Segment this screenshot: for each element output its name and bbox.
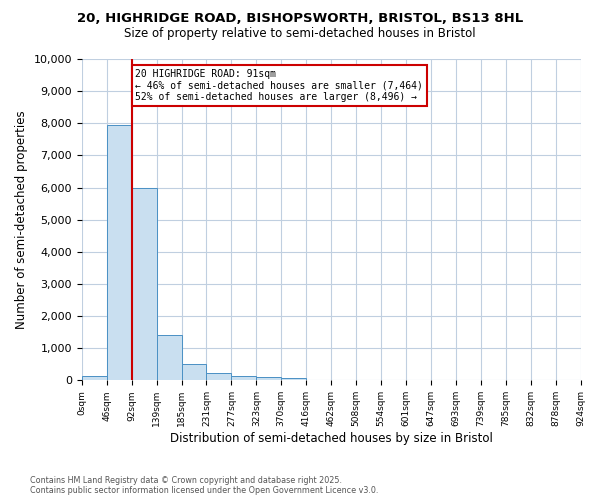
Bar	[131, 188, 157, 380]
Text: 20 HIGHRIDGE ROAD: 91sqm
← 46% of semi-detached houses are smaller (7,464)
52% o: 20 HIGHRIDGE ROAD: 91sqm ← 46% of semi-d…	[136, 68, 423, 102]
Bar	[281, 378, 306, 380]
Bar	[182, 364, 206, 380]
X-axis label: Distribution of semi-detached houses by size in Bristol: Distribution of semi-detached houses by …	[170, 432, 493, 445]
Bar	[206, 373, 232, 380]
Bar	[107, 125, 131, 380]
Y-axis label: Number of semi-detached properties: Number of semi-detached properties	[15, 110, 28, 329]
Bar	[232, 376, 256, 380]
Text: Contains HM Land Registry data © Crown copyright and database right 2025.
Contai: Contains HM Land Registry data © Crown c…	[30, 476, 379, 495]
Text: Size of property relative to semi-detached houses in Bristol: Size of property relative to semi-detach…	[124, 28, 476, 40]
Bar	[82, 376, 107, 380]
Bar	[256, 377, 281, 380]
Bar	[157, 336, 182, 380]
Text: 20, HIGHRIDGE ROAD, BISHOPSWORTH, BRISTOL, BS13 8HL: 20, HIGHRIDGE ROAD, BISHOPSWORTH, BRISTO…	[77, 12, 523, 26]
